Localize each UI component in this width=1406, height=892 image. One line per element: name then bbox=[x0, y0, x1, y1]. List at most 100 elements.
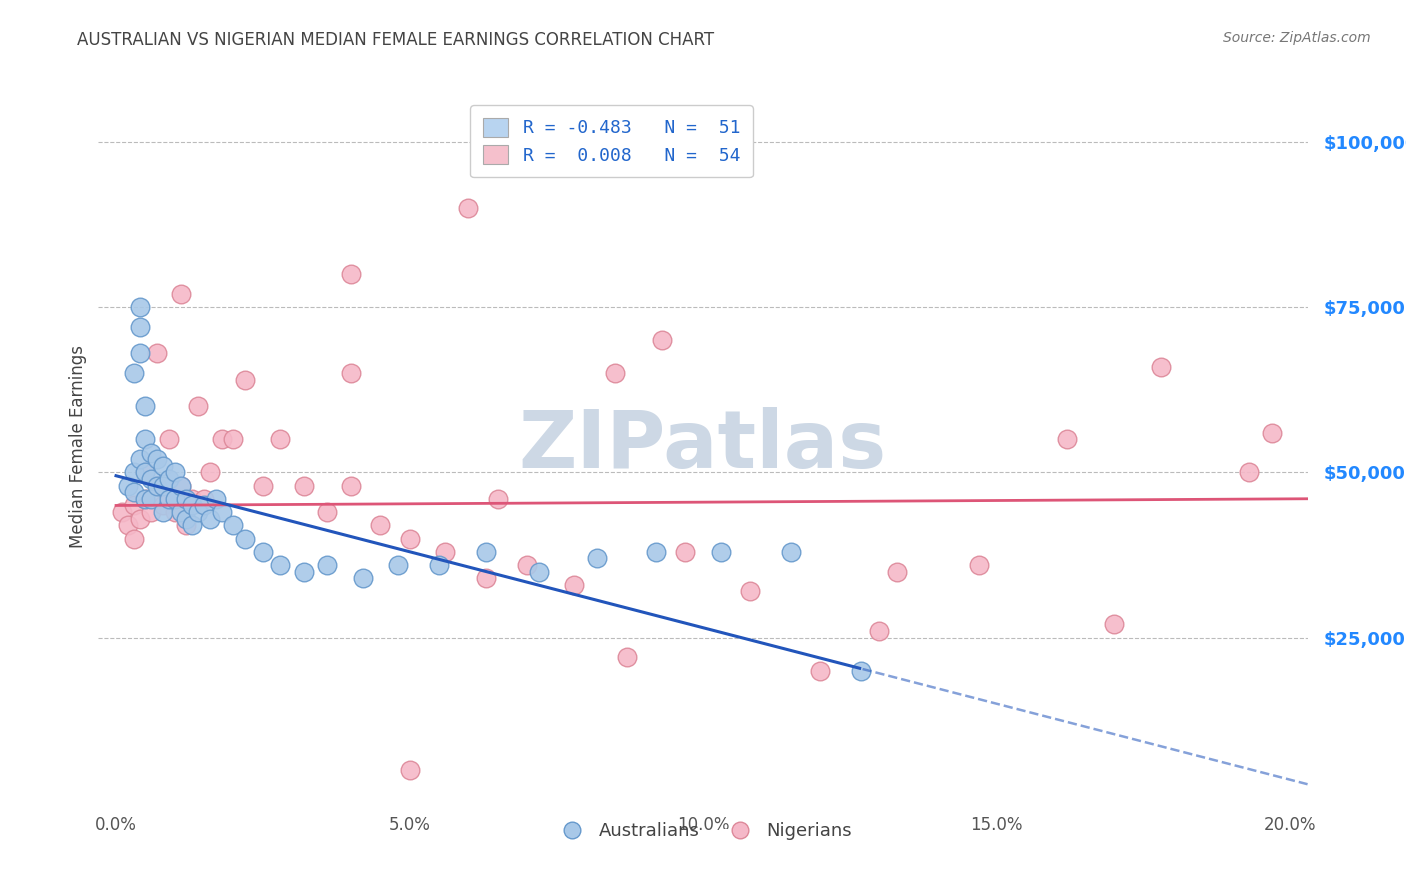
Point bbox=[134, 491, 156, 506]
Point bbox=[269, 433, 291, 447]
Point bbox=[169, 478, 191, 492]
Point bbox=[269, 558, 291, 572]
Point bbox=[316, 558, 339, 572]
Point bbox=[352, 571, 374, 585]
Point bbox=[516, 558, 538, 572]
Point bbox=[427, 558, 450, 572]
Point bbox=[117, 478, 139, 492]
Text: AUSTRALIAN VS NIGERIAN MEDIAN FEMALE EARNINGS CORRELATION CHART: AUSTRALIAN VS NIGERIAN MEDIAN FEMALE EAR… bbox=[77, 31, 714, 49]
Point bbox=[157, 491, 180, 506]
Point bbox=[146, 478, 169, 492]
Point bbox=[134, 466, 156, 480]
Point bbox=[1261, 425, 1284, 440]
Point bbox=[157, 491, 180, 506]
Point bbox=[128, 452, 150, 467]
Point bbox=[187, 505, 209, 519]
Point bbox=[252, 545, 274, 559]
Point bbox=[316, 505, 339, 519]
Point bbox=[398, 763, 420, 777]
Point bbox=[176, 518, 198, 533]
Point bbox=[122, 532, 145, 546]
Point bbox=[233, 373, 256, 387]
Point bbox=[738, 584, 761, 599]
Point bbox=[122, 499, 145, 513]
Point bbox=[141, 505, 163, 519]
Point bbox=[176, 511, 198, 525]
Point bbox=[122, 485, 145, 500]
Point bbox=[222, 433, 245, 447]
Point bbox=[169, 287, 191, 301]
Point bbox=[433, 545, 456, 559]
Point bbox=[198, 466, 221, 480]
Point bbox=[1102, 617, 1125, 632]
Point bbox=[368, 518, 391, 533]
Point bbox=[475, 545, 498, 559]
Point bbox=[886, 565, 908, 579]
Point bbox=[134, 491, 156, 506]
Point bbox=[187, 400, 209, 414]
Point bbox=[141, 445, 163, 459]
Point bbox=[252, 478, 274, 492]
Point bbox=[152, 458, 174, 473]
Point bbox=[808, 664, 831, 678]
Point bbox=[387, 558, 409, 572]
Point bbox=[163, 491, 186, 506]
Point bbox=[157, 433, 180, 447]
Point bbox=[163, 466, 186, 480]
Point bbox=[128, 346, 150, 360]
Point bbox=[146, 452, 169, 467]
Point bbox=[475, 571, 498, 585]
Point bbox=[651, 333, 673, 347]
Point bbox=[486, 491, 509, 506]
Point bbox=[152, 499, 174, 513]
Point bbox=[152, 505, 174, 519]
Point bbox=[616, 650, 638, 665]
Point bbox=[146, 346, 169, 360]
Point bbox=[169, 478, 191, 492]
Legend: Australians, Nigerians: Australians, Nigerians bbox=[547, 815, 859, 847]
Point bbox=[157, 472, 180, 486]
Point bbox=[710, 545, 733, 559]
Point bbox=[292, 478, 315, 492]
Point bbox=[146, 478, 169, 492]
Point bbox=[457, 201, 479, 215]
Point bbox=[398, 532, 420, 546]
Point bbox=[117, 518, 139, 533]
Point bbox=[134, 466, 156, 480]
Point bbox=[586, 551, 609, 566]
Point bbox=[204, 491, 226, 506]
Point bbox=[181, 499, 204, 513]
Point bbox=[193, 499, 215, 513]
Point bbox=[222, 518, 245, 533]
Point bbox=[163, 505, 186, 519]
Point bbox=[181, 518, 204, 533]
Point bbox=[111, 505, 134, 519]
Point bbox=[340, 478, 363, 492]
Point bbox=[198, 511, 221, 525]
Point bbox=[967, 558, 990, 572]
Point bbox=[176, 491, 198, 506]
Point bbox=[233, 532, 256, 546]
Point bbox=[1237, 466, 1260, 480]
Text: Source: ZipAtlas.com: Source: ZipAtlas.com bbox=[1223, 31, 1371, 45]
Point bbox=[122, 466, 145, 480]
Point bbox=[603, 367, 626, 381]
Point bbox=[128, 320, 150, 334]
Point bbox=[211, 505, 233, 519]
Point bbox=[128, 300, 150, 314]
Point bbox=[152, 478, 174, 492]
Point bbox=[340, 367, 363, 381]
Y-axis label: Median Female Earnings: Median Female Earnings bbox=[69, 344, 87, 548]
Point bbox=[1150, 359, 1173, 374]
Point bbox=[1056, 433, 1078, 447]
Point bbox=[340, 267, 363, 281]
Point bbox=[134, 400, 156, 414]
Point bbox=[292, 565, 315, 579]
Point bbox=[562, 578, 585, 592]
Point bbox=[851, 664, 873, 678]
Point bbox=[868, 624, 890, 638]
Point bbox=[645, 545, 668, 559]
Point bbox=[527, 565, 550, 579]
Point bbox=[141, 472, 163, 486]
Point bbox=[128, 511, 150, 525]
